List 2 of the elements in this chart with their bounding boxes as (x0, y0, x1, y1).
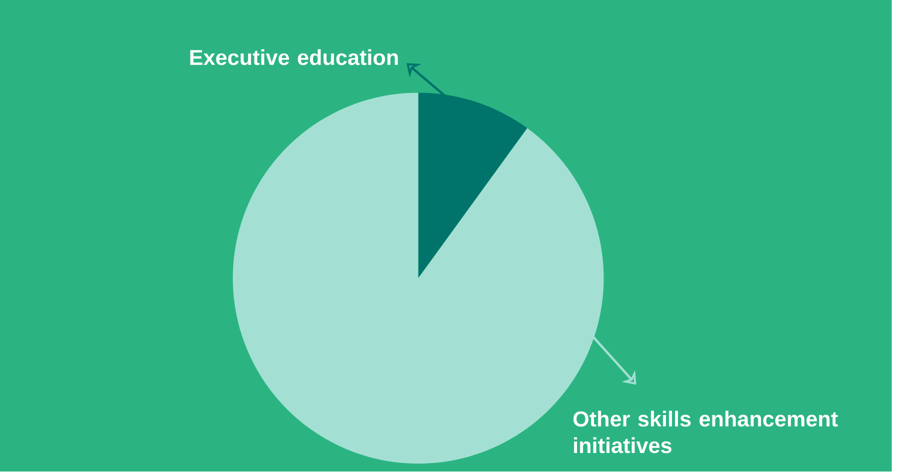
legend-label: Executive education (190, 50, 398, 66)
slice-label: Other skills enhancement initiatives (573, 411, 838, 454)
